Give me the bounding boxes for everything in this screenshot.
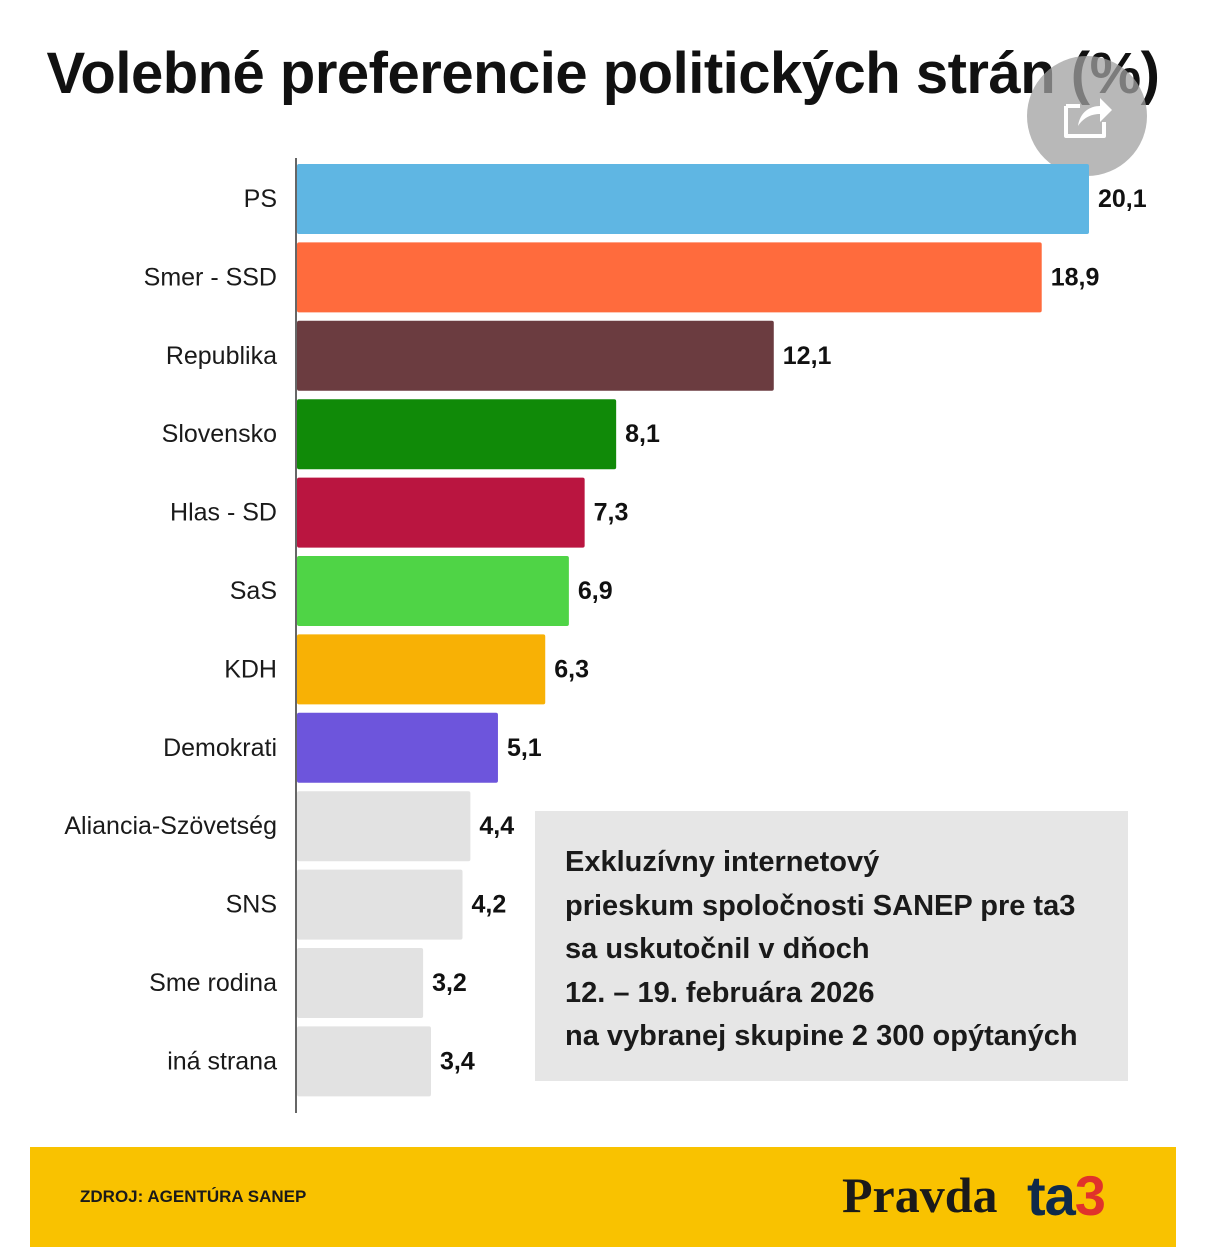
category-label: Smer - SSD bbox=[144, 263, 277, 291]
category-label: PS bbox=[244, 185, 277, 213]
share-icon bbox=[1064, 98, 1112, 138]
bar bbox=[297, 634, 546, 705]
footer-bar: ZDROJ: AGENTÚRA SANEP Pravda ta3 bbox=[30, 1147, 1176, 1247]
category-label: SaS bbox=[230, 577, 277, 605]
chart-title: Volebné preferencie politických strán (%… bbox=[46, 41, 1160, 106]
bar bbox=[297, 1026, 431, 1097]
category-label: Republika bbox=[166, 342, 277, 370]
bar bbox=[297, 320, 774, 391]
value-label: 20,1 bbox=[1098, 185, 1147, 213]
pravda-logo: Pravda bbox=[842, 1167, 998, 1223]
category-label: Slovensko bbox=[162, 420, 277, 448]
bar bbox=[297, 791, 471, 862]
bar bbox=[297, 948, 424, 1018]
note-line: sa uskutočnil v dňoch bbox=[565, 933, 870, 965]
value-label: 8,1 bbox=[625, 420, 660, 448]
bar bbox=[297, 477, 585, 548]
category-label: SNS bbox=[226, 891, 277, 919]
bar-chart: PS 20,1 Smer - SSD 18,9 Republika 12,1 Slovens… bbox=[64, 158, 1147, 1113]
value-label: 5,1 bbox=[507, 734, 542, 762]
category-label: KDH bbox=[224, 655, 277, 683]
value-label: 3,2 bbox=[432, 969, 467, 997]
bar bbox=[297, 869, 463, 940]
note-line: 12. – 19. februára 2026 bbox=[565, 976, 875, 1009]
value-label: 7,3 bbox=[594, 499, 629, 527]
category-label: iná strana bbox=[167, 1047, 277, 1075]
ta3-logo-suffix: 3 bbox=[1074, 1164, 1106, 1227]
note-line: prieskum spoločnosti SANEP pre ta3 bbox=[565, 889, 1076, 922]
value-label: 4,2 bbox=[471, 891, 506, 919]
source-text: ZDROJ: AGENTÚRA SANEP bbox=[80, 1187, 307, 1206]
survey-note: Exkluzívny internetový prieskum spoločno… bbox=[535, 811, 1128, 1081]
note-line: na vybranej skupine 2 300 opýtaných bbox=[565, 1020, 1078, 1052]
value-label: 3,4 bbox=[440, 1047, 475, 1075]
value-label: 6,9 bbox=[578, 577, 613, 605]
category-label: Hlas - SD bbox=[170, 499, 277, 527]
ta3-logo: ta3 bbox=[1027, 1163, 1106, 1228]
value-label: 6,3 bbox=[554, 655, 589, 683]
share-button[interactable] bbox=[1027, 56, 1147, 176]
category-label: Aliancia-Szövetség bbox=[64, 812, 277, 840]
bar bbox=[297, 712, 498, 783]
ta3-logo-prefix: ta bbox=[1027, 1164, 1076, 1227]
value-label: 4,4 bbox=[479, 812, 514, 840]
bar bbox=[297, 399, 617, 470]
category-label: Demokrati bbox=[163, 734, 277, 762]
category-label: Sme rodina bbox=[149, 969, 277, 997]
value-label: 18,9 bbox=[1051, 263, 1100, 291]
value-label: 12,1 bbox=[783, 342, 832, 370]
bar bbox=[297, 556, 569, 626]
note-line: Exkluzívny internetový bbox=[565, 846, 880, 878]
bar bbox=[297, 164, 1089, 234]
bar bbox=[297, 242, 1042, 313]
